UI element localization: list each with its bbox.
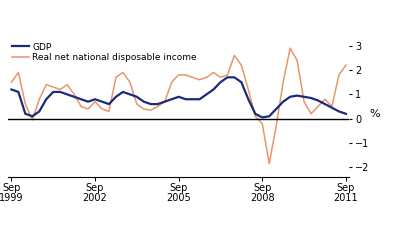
Legend: GDP, Real net national disposable income: GDP, Real net national disposable income (12, 43, 197, 62)
Y-axis label: %: % (370, 109, 380, 119)
